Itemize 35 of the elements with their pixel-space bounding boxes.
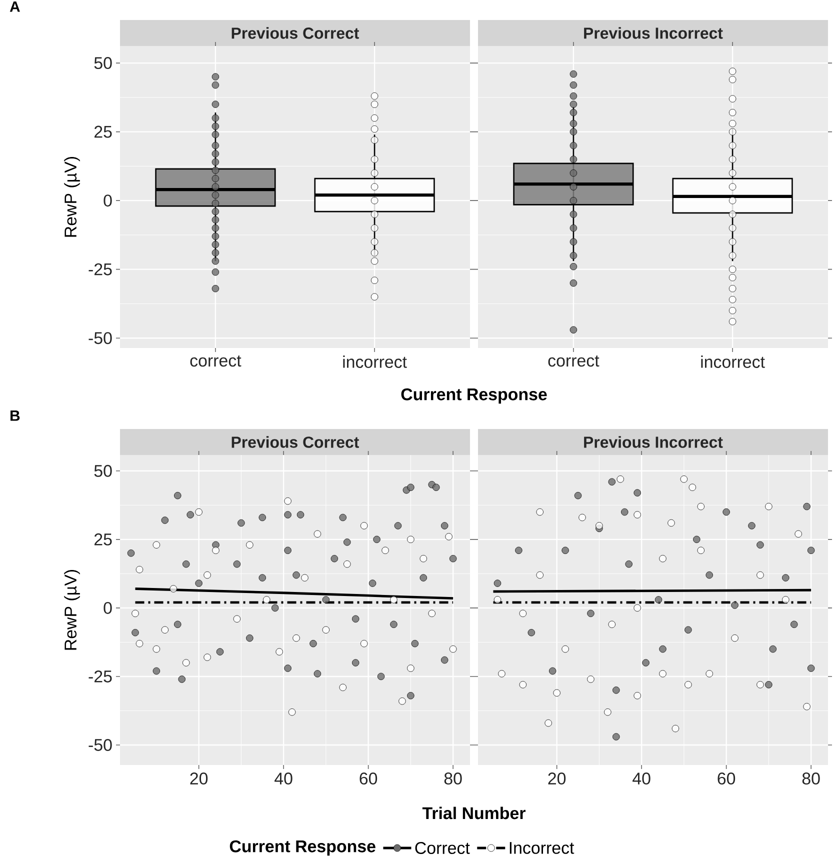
x-tick-label: 40 xyxy=(632,772,650,785)
y-tick-label: 0 xyxy=(104,194,112,207)
legend-title: Current Response xyxy=(230,840,376,856)
x-tick-label: 60 xyxy=(360,772,378,785)
y-tick-label: -25 xyxy=(88,263,112,276)
y-tick-label: 25 xyxy=(94,533,112,546)
y-tick-label: 50 xyxy=(94,464,112,477)
x-tick-label: correct xyxy=(548,356,600,367)
text: B xyxy=(10,410,20,421)
x-tick-label: incorrect xyxy=(701,356,765,368)
x-tick-label: correct xyxy=(190,356,242,367)
y-tick-label: 50 xyxy=(94,57,112,70)
x-axis-title: Current Response xyxy=(401,388,547,404)
text: A xyxy=(10,2,20,12)
y-tick-label: 0 xyxy=(104,602,112,614)
x-tick-label: 20 xyxy=(190,772,208,785)
legend-label: Correct xyxy=(415,842,470,854)
x-tick-label: 80 xyxy=(802,772,820,785)
chart-title: Previous Correct xyxy=(232,27,360,39)
chart-title: Previous Incorrect xyxy=(584,436,723,448)
legend-label: Incorrect xyxy=(510,842,574,854)
x-tick-label: 40 xyxy=(274,772,292,785)
y-tick-label: -50 xyxy=(88,738,112,751)
x-tick-label: 60 xyxy=(718,772,736,785)
x-tick-label: incorrect xyxy=(343,356,407,368)
x-tick-label: 20 xyxy=(548,772,566,785)
x-tick-label: 80 xyxy=(444,772,462,785)
y-tick-label: 25 xyxy=(94,126,112,138)
y-tick-label: -25 xyxy=(88,670,112,682)
chart-title: Previous Incorrect xyxy=(584,27,723,39)
y-tick-label: -50 xyxy=(88,332,112,344)
x-axis-title: Trial Number xyxy=(422,806,526,820)
y-axis-title: RewP (µV) xyxy=(64,570,80,650)
chart-title: Previous Correct xyxy=(232,436,360,448)
y-axis-title: RewP (µV) xyxy=(64,156,80,237)
